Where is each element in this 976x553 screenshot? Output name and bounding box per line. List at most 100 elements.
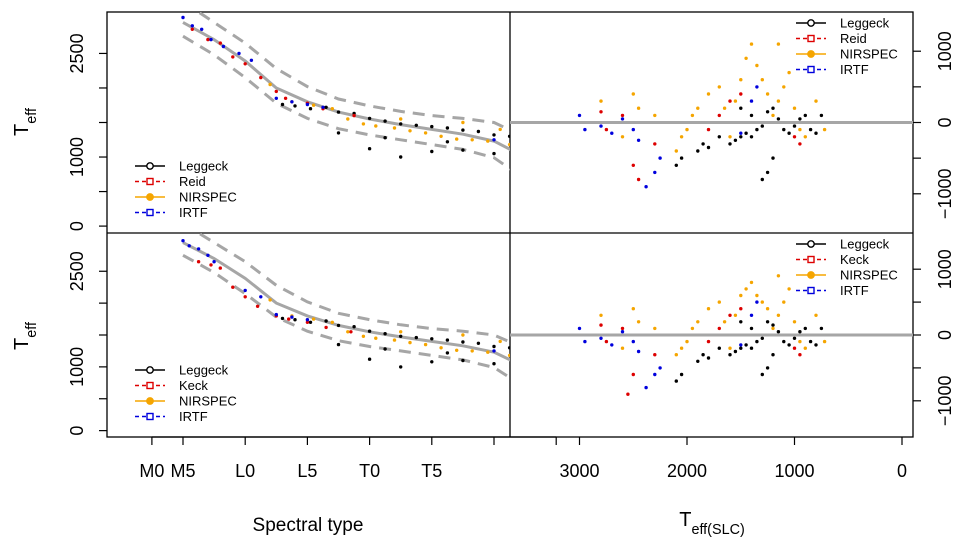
data-point-nirspec	[620, 346, 625, 350]
data-point-leggeck	[461, 340, 465, 344]
data-point-leggeck	[808, 339, 813, 344]
data-point-leggeck	[787, 343, 791, 347]
data-point-nirspec	[814, 313, 818, 317]
series-nirspec	[599, 274, 827, 357]
legend-marker	[146, 208, 154, 217]
data-point-nirspec	[470, 349, 474, 353]
data-point-nirspec	[311, 103, 316, 107]
data-point-nirspec	[685, 127, 689, 132]
data-point-leggeck	[782, 339, 786, 344]
data-point-leggeck	[776, 330, 781, 334]
data-point-leggeck	[336, 110, 341, 114]
data-point-leggeck	[765, 366, 770, 370]
y-tick-label: 0	[935, 117, 955, 127]
data-point-leggeck	[523, 354, 526, 357]
data-point-irtf	[290, 315, 294, 319]
data-point-leggeck	[755, 339, 759, 344]
legend-marker	[146, 412, 154, 421]
data-point-leggeck	[679, 372, 684, 377]
legend-marker	[807, 271, 815, 279]
data-point-nirspec	[749, 280, 754, 285]
data-point-leggeck	[336, 323, 341, 328]
data-point-irtf	[243, 288, 247, 293]
data-point-nirspec	[733, 99, 738, 103]
data-point-leggeck	[808, 127, 813, 132]
data-point-irtf	[212, 260, 216, 264]
data-point-leggeck	[733, 349, 738, 354]
legend-marker	[807, 286, 815, 295]
data-point-leggeck	[749, 346, 754, 350]
plot-area-top-left	[181, 12, 536, 171]
data-point-reid	[728, 99, 732, 103]
data-point-irtf	[610, 343, 614, 347]
x-axis-bottom-left: M0 M5 L0 L5 T0 T5	[139, 436, 557, 481]
data-point-nirspec	[455, 137, 459, 141]
data-point-leggeck	[399, 122, 403, 126]
data-point-keck	[604, 339, 609, 344]
data-point-leggeck	[507, 134, 510, 138]
x-tick-label: 1000	[774, 461, 814, 481]
data-point-leggeck	[679, 156, 684, 160]
data-point-leggeck	[476, 129, 481, 134]
data-point-nirspec	[636, 106, 641, 110]
data-point-nirspec	[374, 124, 378, 128]
data-point-nirspec	[346, 117, 350, 121]
data-point-nirspec	[620, 135, 625, 139]
data-point-irtf	[658, 156, 662, 160]
data-point-keck	[653, 353, 657, 357]
data-point-leggeck	[336, 342, 341, 347]
data-point-nirspec	[455, 348, 459, 352]
x-tick-label: M0	[139, 461, 164, 481]
data-point-leggeck	[717, 346, 721, 350]
data-point-nirspec	[636, 320, 641, 324]
data-point-keck	[287, 317, 291, 321]
data-point-leggeck	[308, 107, 313, 111]
legend-label: IRTF	[179, 205, 208, 220]
data-point-leggeck	[771, 353, 775, 357]
data-point-nirspec	[311, 317, 316, 321]
data-point-leggeck	[324, 105, 328, 110]
data-point-nirspec	[523, 346, 526, 349]
data-point-reid	[533, 152, 536, 155]
data-point-leggeck	[461, 148, 465, 152]
data-point-leggeck	[739, 346, 743, 350]
data-point-reid	[259, 75, 263, 80]
data-point-leggeck	[701, 353, 705, 357]
data-point-irtf	[583, 339, 587, 344]
data-point-nirspec	[744, 56, 748, 60]
data-point-leggeck	[492, 344, 496, 349]
data-point-irtf	[321, 105, 325, 110]
data-point-leggeck	[445, 140, 450, 144]
data-point-reid	[620, 113, 625, 118]
data-point-leggeck	[749, 113, 754, 118]
data-point-nirspec	[822, 127, 827, 132]
data-point-nirspec	[523, 135, 526, 138]
data-point-reid	[218, 41, 222, 45]
data-point-leggeck	[352, 325, 356, 329]
data-point-nirspec	[631, 92, 635, 96]
data-point-leggeck	[383, 119, 387, 123]
y-tick-label: −1000	[935, 169, 955, 220]
data-point-nirspec	[765, 307, 770, 311]
series-leggeck	[280, 102, 510, 159]
data-point-reid	[283, 96, 288, 101]
data-point-leggeck	[782, 127, 786, 132]
data-point-nirspec	[268, 82, 272, 87]
data-point-leggeck	[787, 131, 791, 135]
data-point-nirspec	[782, 300, 786, 304]
data-point-leggeck	[445, 351, 450, 355]
data-point-nirspec	[392, 338, 397, 342]
y-tick-label: 1000	[67, 347, 87, 387]
legend-marker	[807, 255, 815, 264]
data-point-reid	[653, 142, 657, 146]
legend-label: Leggeck	[840, 16, 890, 31]
data-point-irtf	[583, 127, 587, 132]
series-leggeck	[674, 320, 824, 383]
series-irtf	[181, 15, 496, 142]
data-point-irtf	[610, 131, 614, 135]
data-point-irtf	[636, 349, 641, 354]
data-point-keck	[324, 325, 328, 330]
data-point-nirspec	[765, 92, 770, 96]
